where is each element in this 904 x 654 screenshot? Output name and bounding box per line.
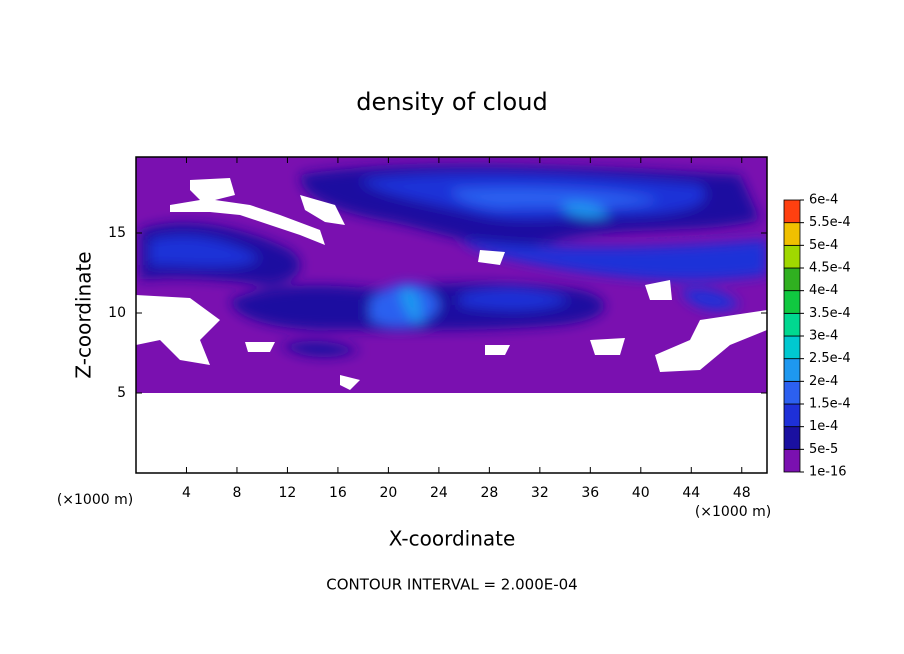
x-axis-unit: (×1000 m) [695,504,771,520]
x-tick-label: 44 [682,485,700,501]
colorbar-label: 3.5e-4 [809,306,851,321]
colorbar-band [783,199,801,224]
colorbar-band [783,403,801,428]
colorbar-label: 5e-4 [809,238,838,253]
colorbar-band [783,358,801,382]
x-tick-label: 4 [182,485,191,501]
x-tick-label: 8 [232,485,241,501]
colorbar-label: 1e-4 [809,419,838,434]
colorbar-band [783,335,801,360]
colorbar-band [783,244,801,269]
colorbar-label: 2.5e-4 [809,351,851,366]
x-tick-label: 48 [733,485,751,501]
contour-interval: CONTOUR INTERVAL = 2.000E-04 [326,576,577,594]
colorbar-label: 4e-4 [809,283,838,298]
colorbar-label: 2e-4 [809,374,838,389]
colorbar-label: 1e-16 [809,465,847,480]
colorbar-label: 5e-5 [809,442,838,457]
colorbar-label: 4.5e-4 [809,261,851,276]
colorbar-label: 1.5e-4 [809,397,851,412]
x-tick-label: 32 [531,485,549,501]
y-tick-label: 5 [117,385,126,401]
x-tick-label: 24 [430,485,448,501]
contour-field [136,157,767,473]
colorbar-label: 3e-4 [809,329,838,344]
colorbar-band [783,267,801,292]
plot-frame [135,156,768,474]
y-tick-label: 10 [108,305,126,321]
chart-title: density of cloud [356,88,547,116]
x-tick-label: 16 [329,485,347,501]
colorbar-band [783,380,801,405]
y-axis-label: Z-coordinate [72,251,96,378]
colorbar-band [783,448,801,473]
x-axis-label: X-coordinate [389,527,516,551]
y-tick-label: 15 [108,225,126,241]
x-tick-label: 20 [379,485,397,501]
x-tick-label: 28 [480,485,498,501]
colorbar-label: 6e-4 [809,193,838,208]
colorbar-band [783,222,801,246]
colorbar-band [783,312,801,337]
x-tick-label: 36 [581,485,599,501]
y-axis-unit: (×1000 m) [57,492,133,508]
colorbar-band [783,426,801,450]
x-tick-label: 12 [279,485,297,501]
colorbar-label: 5.5e-4 [809,215,851,230]
x-tick-label: 40 [632,485,650,501]
colorbar-band [783,290,801,314]
